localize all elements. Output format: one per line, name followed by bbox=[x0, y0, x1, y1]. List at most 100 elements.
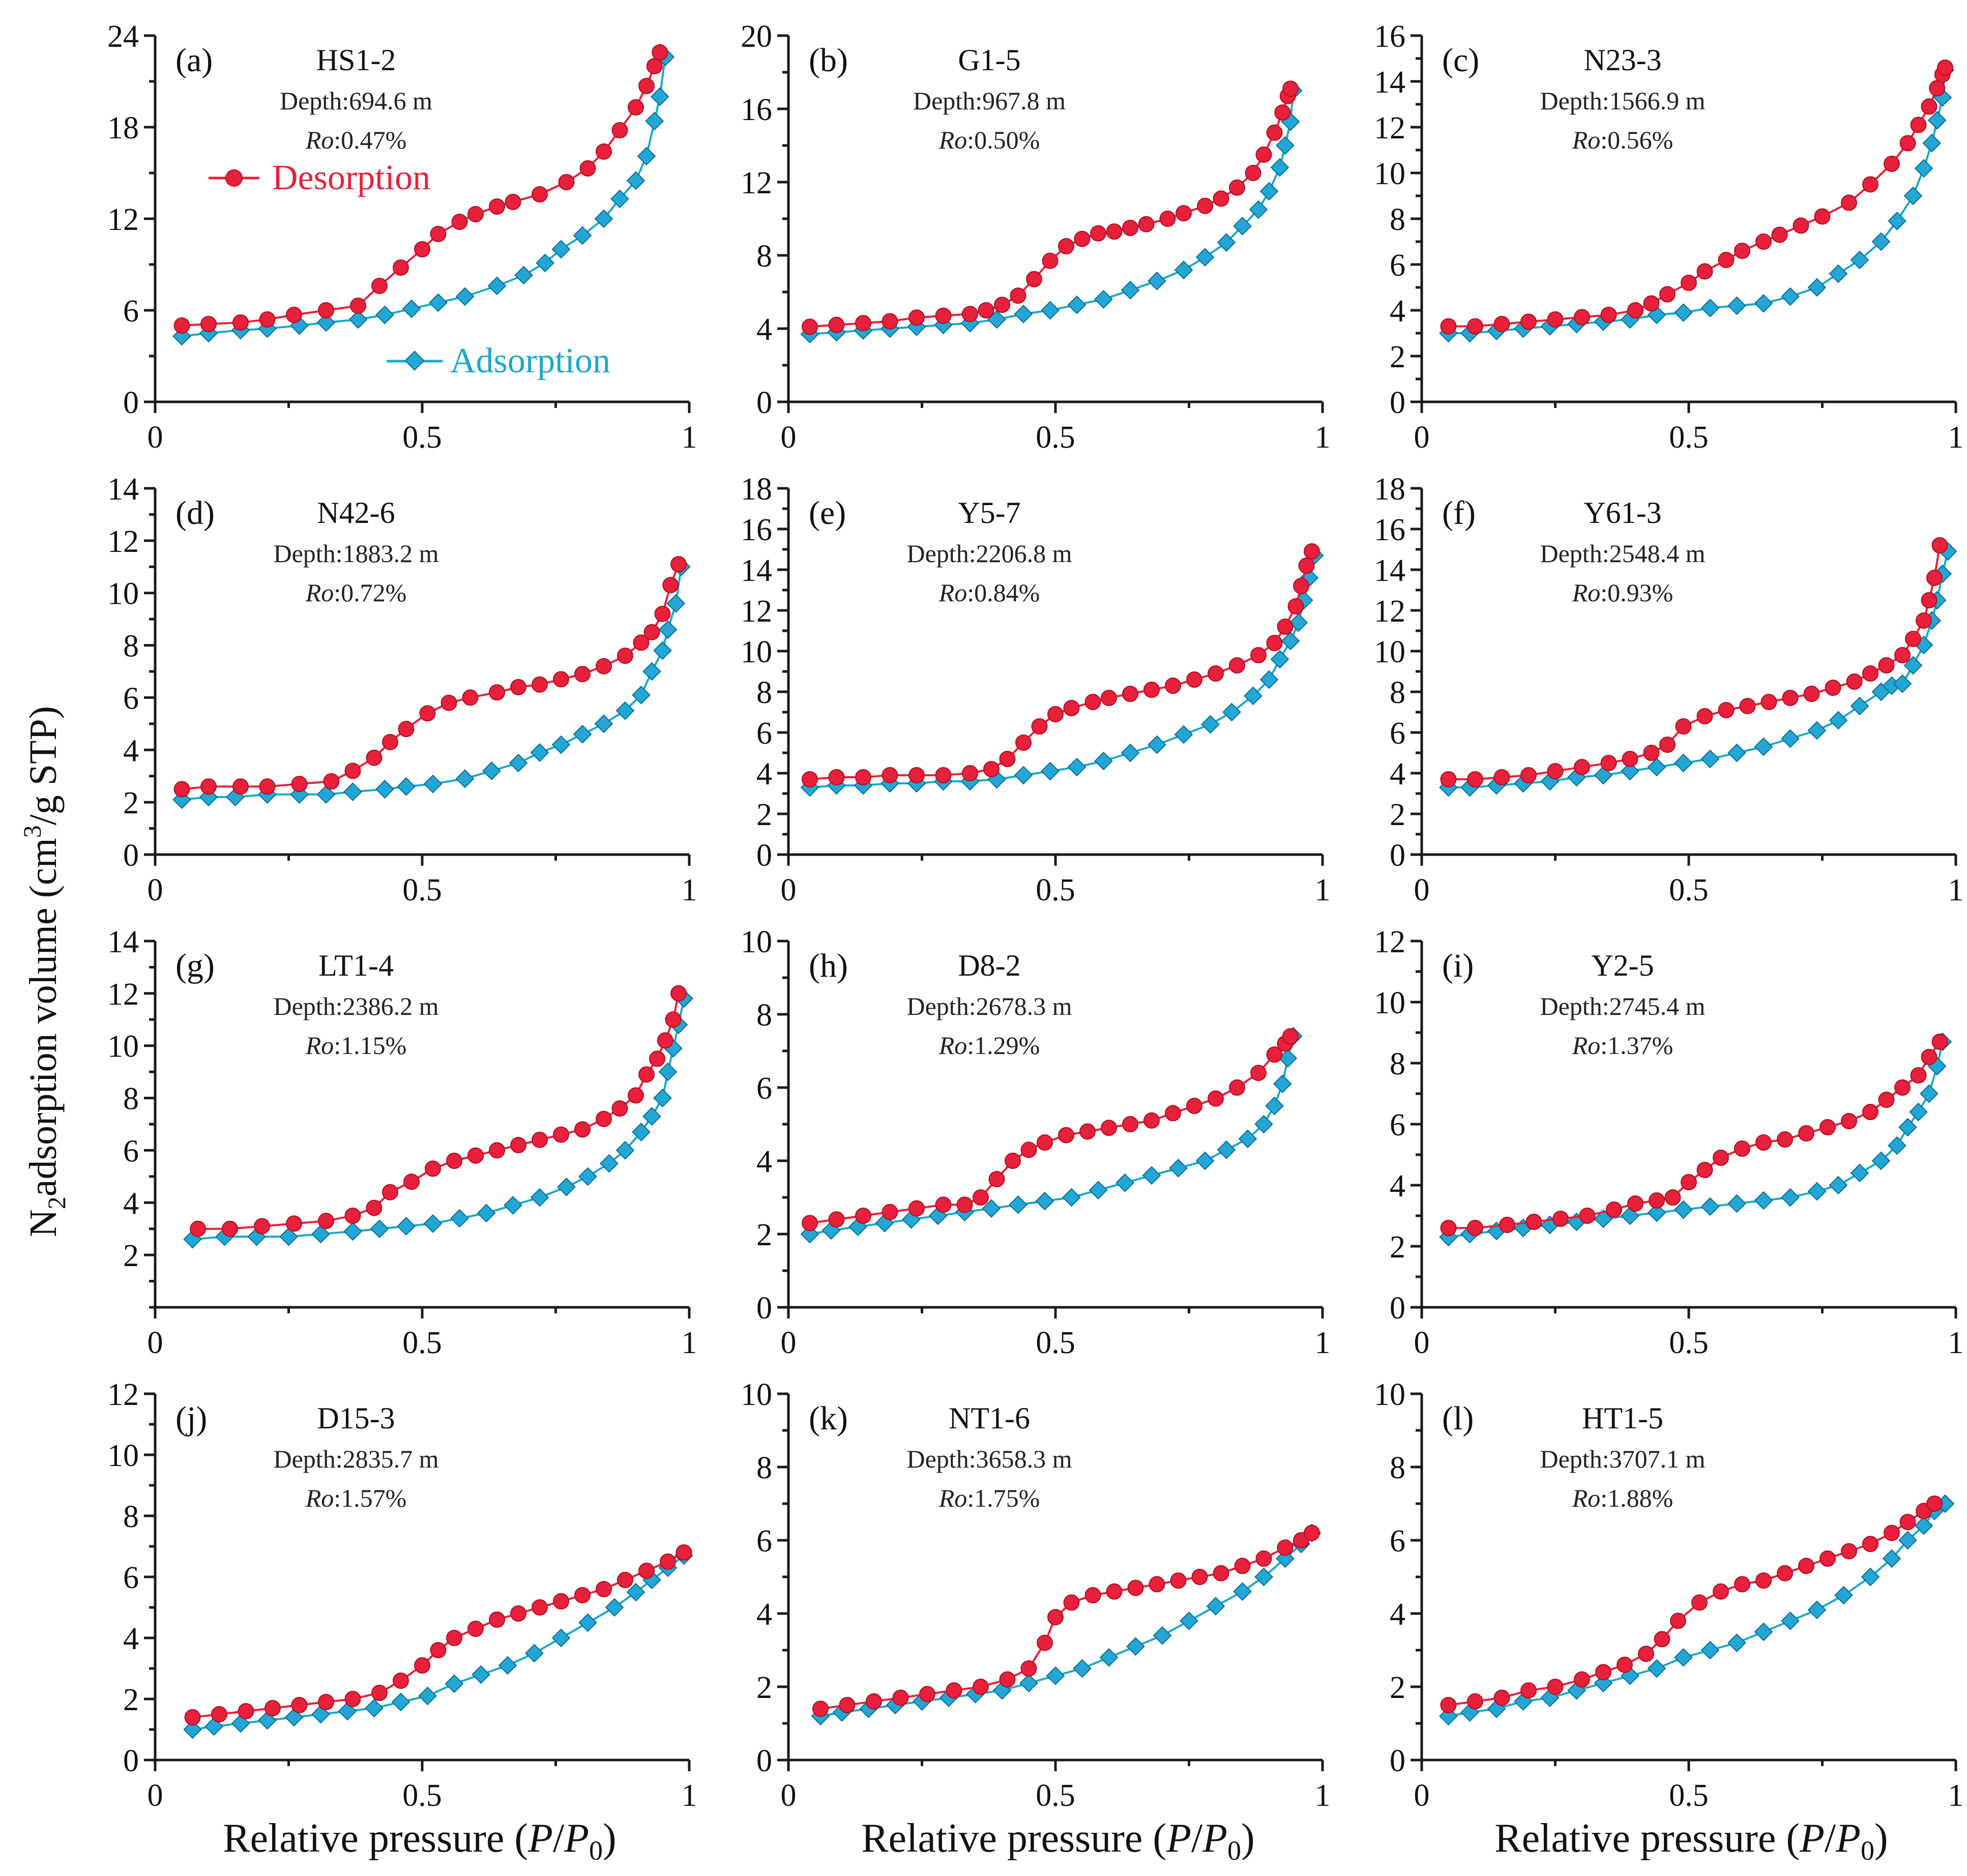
x-axis-label-col1: Relative pressure (P/P0) bbox=[223, 1816, 616, 1866]
adsorption-point-d bbox=[423, 774, 443, 794]
adsorption-point-i bbox=[1727, 1194, 1746, 1213]
desorption-point-l bbox=[1755, 1572, 1772, 1589]
panel-e: 0 2 4 6 8 10 12 14 16 18 0 0.5 1 (e) Y5-7 Depth:2206.8 … bbox=[741, 472, 1331, 907]
y-tick-label-g: 14 bbox=[107, 925, 139, 959]
adsorption-point-f bbox=[1754, 737, 1773, 756]
desorption-point-j bbox=[393, 1673, 409, 1689]
desorption-point-d bbox=[553, 671, 569, 688]
desorption-point-a bbox=[638, 78, 655, 94]
adsorption-point-j bbox=[578, 1613, 597, 1632]
panel-letter-g: (g) bbox=[175, 947, 215, 984]
desorption-point-i bbox=[1627, 1195, 1643, 1212]
desorption-point-d bbox=[574, 666, 591, 683]
desorption-point-e bbox=[1084, 694, 1101, 710]
adsorption-point-l bbox=[1807, 1600, 1827, 1620]
desorption-point-h bbox=[1186, 1098, 1202, 1114]
desorption-point-f bbox=[1878, 657, 1895, 673]
adsorption-point-i bbox=[1754, 1191, 1773, 1210]
x-tick-label-d: 1 bbox=[682, 873, 697, 907]
desorption-point-b bbox=[1122, 220, 1138, 236]
x-axis-label-col2: Relative pressure (P/P0) bbox=[861, 1816, 1254, 1866]
x-tick-label-k: 0.5 bbox=[1036, 1778, 1075, 1813]
desorption-point-d bbox=[662, 577, 679, 594]
adsorption-point-j bbox=[626, 1582, 645, 1602]
legend-adsorption: Adsorption bbox=[387, 341, 610, 380]
desorption-point-d bbox=[323, 773, 340, 789]
desorption-point-l bbox=[1841, 1543, 1857, 1560]
desorption-point-e bbox=[1122, 686, 1138, 702]
y-tick-label-l: 4 bbox=[1390, 1597, 1405, 1632]
y-tick-label-e: 0 bbox=[756, 838, 772, 873]
desorption-point-b bbox=[1229, 179, 1245, 196]
panel-letter-a: (a) bbox=[175, 42, 213, 79]
desorption-point-i bbox=[1649, 1192, 1665, 1209]
adsorption-point-a bbox=[316, 313, 336, 332]
sample-name-h: D8-2 bbox=[958, 949, 1020, 982]
desorption-point-g bbox=[318, 1213, 334, 1229]
desorption-point-c bbox=[1771, 226, 1788, 243]
desorption-point-d bbox=[259, 778, 276, 795]
adsorption-point-g bbox=[279, 1227, 298, 1246]
adsorption-point-l bbox=[1882, 1549, 1901, 1568]
x-tick-label-b: 1 bbox=[1315, 420, 1331, 455]
y-tick-label-b: 8 bbox=[756, 239, 772, 274]
depth-label-f: Depth:2548.4 m bbox=[1540, 539, 1706, 568]
adsorption-point-i bbox=[1920, 1084, 1939, 1103]
y-tick-label-d: 6 bbox=[123, 681, 139, 716]
red-circle-marker-icon bbox=[225, 169, 243, 187]
adsorption-point-a bbox=[626, 171, 645, 190]
y-tick-label-e: 6 bbox=[756, 716, 772, 751]
y-tick-label-k: 4 bbox=[756, 1597, 772, 1632]
y-tick-label-h: 6 bbox=[756, 1071, 772, 1106]
adsorption-point-f bbox=[1700, 749, 1720, 769]
desorption-point-g bbox=[510, 1137, 526, 1154]
desorption-point-b bbox=[994, 297, 1010, 313]
desorption-point-h bbox=[1250, 1065, 1267, 1081]
adsorption-point-f bbox=[1807, 721, 1827, 740]
desorption-line-g bbox=[198, 993, 680, 1230]
desorption-point-e bbox=[1186, 671, 1202, 688]
desorption-point-f bbox=[1926, 570, 1943, 586]
adsorption-point-f bbox=[1674, 753, 1693, 773]
desorption-point-g bbox=[190, 1220, 206, 1237]
desorption-point-e bbox=[1287, 598, 1304, 614]
adsorption-point-b bbox=[1148, 272, 1166, 290]
ro-label-e: Ro:0.84% bbox=[938, 578, 1040, 607]
desorption-point-f bbox=[1825, 680, 1841, 696]
y-tick-label-k: 0 bbox=[756, 1744, 772, 1778]
adsorption-point-k bbox=[1073, 1659, 1092, 1678]
desorption-point-i bbox=[1467, 1220, 1483, 1236]
desorption-point-k bbox=[1106, 1583, 1123, 1600]
desorption-line-f bbox=[1448, 545, 1941, 780]
adsorption-point-d bbox=[632, 685, 651, 705]
desorption-point-k bbox=[973, 1679, 989, 1695]
desorption-point-j bbox=[510, 1605, 526, 1622]
desorption-point-g bbox=[366, 1199, 383, 1216]
desorption-point-c bbox=[1547, 311, 1564, 328]
desorption-point-h bbox=[1079, 1123, 1096, 1140]
adsorption-point-f bbox=[1850, 696, 1869, 716]
x-tick-label-i: 0.5 bbox=[1669, 1326, 1709, 1360]
ro-label-b: Ro:0.50% bbox=[938, 126, 1040, 154]
adsorption-point-h bbox=[1278, 1049, 1298, 1068]
desorption-point-d bbox=[344, 763, 361, 779]
desorption-point-c bbox=[1929, 80, 1946, 97]
adsorption-point-g bbox=[311, 1224, 330, 1244]
panel-k: 0 2 4 6 8 10 0 0.5 1 (k) NT1-6 Depth:3658.3 m Ro:1.7… bbox=[741, 1377, 1331, 1813]
y-tick-label-h: 0 bbox=[756, 1291, 772, 1326]
desorption-point-k bbox=[1255, 1550, 1272, 1567]
adsorption-point-b bbox=[1233, 217, 1252, 236]
y-tick-label-a: 0 bbox=[123, 386, 139, 420]
adsorption-point-d bbox=[343, 782, 362, 801]
sample-name-i: Y2-5 bbox=[1591, 949, 1654, 982]
ro-label-g: Ro:1.15% bbox=[305, 1031, 407, 1060]
adsorption-point-b bbox=[1041, 301, 1060, 320]
desorption-point-f bbox=[1520, 767, 1537, 783]
adsorption-point-c bbox=[1850, 250, 1869, 270]
desorption-point-k bbox=[1047, 1609, 1064, 1626]
adsorption-point-b bbox=[1195, 248, 1215, 267]
desorption-point-b bbox=[1213, 190, 1229, 207]
adsorption-point-h bbox=[1195, 1151, 1215, 1170]
sample-name-g: LT1-4 bbox=[318, 949, 394, 982]
